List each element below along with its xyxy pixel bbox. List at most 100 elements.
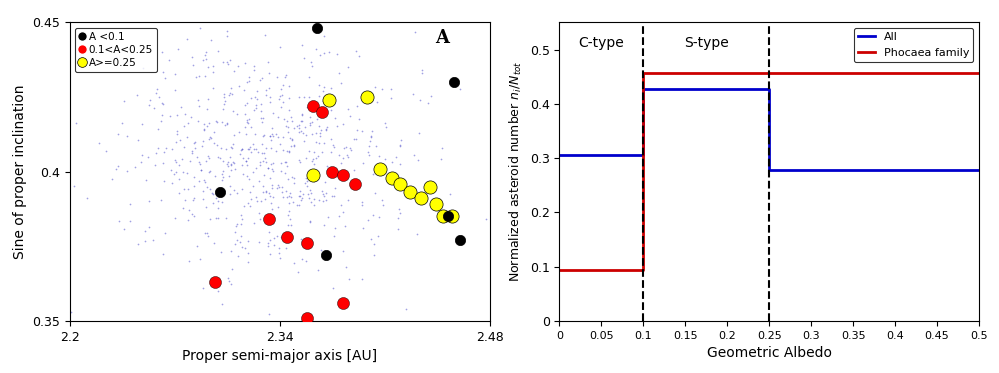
Point	[252, 162, 268, 168]
Point	[156, 251, 172, 257]
Point	[317, 50, 333, 56]
Point	[354, 128, 370, 134]
Point	[177, 112, 193, 117]
Point	[151, 145, 167, 151]
Point	[384, 159, 400, 165]
Point	[208, 215, 224, 221]
Point	[319, 163, 335, 169]
Point	[286, 142, 302, 148]
Point	[209, 142, 225, 148]
Point	[264, 207, 280, 213]
Point	[303, 115, 319, 120]
Point	[232, 151, 248, 157]
Point	[280, 176, 296, 182]
Point	[303, 59, 319, 65]
Point	[312, 140, 328, 146]
Point	[296, 138, 312, 144]
Point	[218, 122, 234, 128]
Point	[338, 264, 354, 270]
Point	[239, 173, 255, 179]
Point	[155, 160, 171, 166]
Point	[394, 137, 410, 142]
Point	[408, 29, 424, 35]
Point	[278, 159, 294, 165]
Point	[306, 202, 322, 208]
Point	[191, 97, 207, 103]
Point	[168, 160, 184, 166]
Point	[306, 161, 322, 167]
Point	[291, 125, 307, 131]
Point	[278, 72, 294, 78]
Point	[281, 222, 297, 228]
Point	[219, 59, 235, 65]
Point	[210, 154, 226, 160]
Point	[367, 252, 383, 258]
Point	[256, 150, 272, 156]
Point	[185, 54, 201, 60]
Point	[278, 188, 294, 194]
Point	[221, 92, 237, 98]
Point	[192, 161, 208, 167]
Point	[220, 275, 236, 280]
Point	[240, 155, 256, 161]
Point	[291, 157, 307, 163]
Point	[215, 172, 231, 178]
Point	[305, 156, 321, 162]
Point	[325, 172, 341, 178]
Point	[363, 138, 379, 144]
Point	[326, 193, 342, 199]
Point	[217, 91, 233, 97]
Point	[311, 153, 327, 159]
Point	[223, 162, 239, 168]
Point	[252, 210, 268, 216]
Point	[214, 301, 230, 307]
Point	[293, 128, 309, 134]
Point	[161, 57, 177, 63]
Point	[333, 160, 349, 166]
Point	[204, 190, 220, 196]
Point	[164, 147, 180, 153]
Point	[254, 119, 270, 125]
Point	[251, 239, 267, 245]
Point	[223, 162, 239, 167]
Point	[234, 244, 250, 250]
Point	[320, 167, 336, 173]
Point	[249, 198, 265, 204]
Point	[184, 211, 200, 217]
Point	[293, 118, 309, 124]
Point	[285, 199, 301, 205]
Point	[265, 160, 281, 166]
Point	[300, 191, 316, 197]
Point	[167, 71, 183, 77]
Point	[171, 47, 187, 53]
Point	[307, 170, 323, 176]
Point	[207, 279, 223, 285]
Point	[256, 189, 272, 195]
Point	[280, 124, 296, 130]
Point	[319, 127, 335, 133]
Point	[238, 158, 254, 164]
Point	[200, 233, 216, 239]
Point	[195, 138, 211, 144]
Point	[264, 161, 280, 167]
Point	[167, 157, 183, 163]
Point	[116, 226, 132, 232]
Point	[283, 194, 299, 200]
Point	[283, 222, 299, 228]
Point	[186, 183, 202, 189]
Point	[249, 102, 265, 108]
Point	[347, 167, 363, 173]
Point	[187, 174, 203, 180]
Point	[216, 157, 232, 163]
Point	[206, 191, 222, 197]
Point	[303, 190, 319, 196]
Point	[253, 77, 269, 83]
Point	[355, 202, 371, 208]
Point	[214, 178, 230, 184]
Point	[239, 158, 255, 164]
Point	[246, 107, 262, 113]
Point	[246, 67, 262, 73]
Point	[245, 141, 261, 147]
Point	[239, 162, 255, 168]
Point	[316, 191, 332, 197]
